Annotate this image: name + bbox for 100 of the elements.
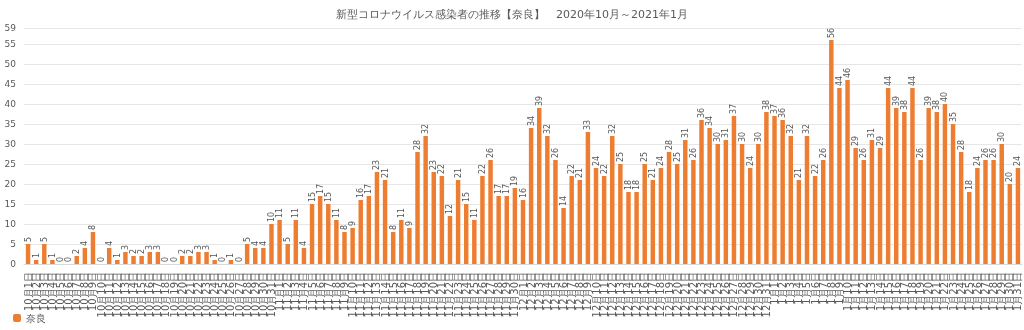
data-label: 5 [283,236,293,242]
bar [42,244,47,264]
bar [723,140,729,264]
bar [885,88,891,264]
data-label: 24 [591,155,601,166]
data-label: 44 [883,75,893,86]
bar [342,232,347,264]
bar [861,160,867,264]
bar [488,160,493,264]
bar [82,248,88,264]
data-label: 8 [388,224,398,230]
data-label: 17 [502,183,512,194]
bar [950,124,956,264]
data-label: 9 [404,220,414,226]
data-label: 5 [39,236,49,242]
bar [512,188,518,264]
bar [585,132,591,264]
bar [244,244,250,264]
bar [764,112,769,264]
bar [123,252,128,264]
data-label: 4 [250,240,260,246]
data-label: 44 [834,75,844,86]
bar [309,204,315,264]
data-label: 4 [104,240,114,246]
data-label: 22 [477,163,487,174]
y-tick-label: 10 [4,219,17,229]
data-label: 0 [96,256,106,262]
data-label: 21 [453,167,463,178]
y-tick-label: 35 [4,119,16,129]
bar [804,136,810,264]
bar [90,232,96,264]
bar [829,40,834,264]
bar [374,172,380,264]
data-label: 15 [307,191,317,202]
bar [317,196,323,264]
y-tick-label: 0 [10,259,17,269]
data-label: 2 [185,248,195,254]
data-label: 2 [177,248,187,254]
data-label: 23 [372,159,382,170]
data-label: 26 [486,147,496,158]
bar [293,220,299,264]
bar [520,200,526,264]
data-label: 39 [534,95,544,106]
data-label: 29 [875,135,885,146]
bar [699,120,704,264]
y-tick-label: 30 [4,139,17,149]
data-label: 24 [745,155,755,166]
bar [50,260,55,264]
data-label: 31 [867,127,877,138]
data-label: 18 [632,179,642,190]
bar [358,200,363,264]
data-label: 15 [323,191,333,202]
y-tick-label: 45 [4,79,16,89]
bar [853,148,858,264]
data-label: 30 [997,131,1007,142]
bar [334,220,339,264]
data-label: 3 [145,244,155,250]
data-label: 33 [583,119,593,130]
bar [447,216,453,264]
data-label: 19 [510,175,520,186]
data-label: 21 [380,167,390,178]
data-label: 4 [258,240,268,246]
data-label: 28 [413,139,423,150]
data-label: 3 [153,244,163,250]
data-label: 18 [623,179,633,190]
data-label: 9 [348,220,358,226]
data-label: 3 [193,244,203,250]
data-label: 36 [697,107,706,118]
bar [650,180,656,264]
data-label: 26 [916,147,926,158]
data-label: 25 [640,151,650,162]
data-label: 56 [826,27,836,38]
bar [569,176,574,264]
data-label: 15 [461,191,471,202]
data-label: 38 [932,99,942,110]
bar [934,112,940,264]
y-tick-label: 15 [4,199,16,209]
data-label: 17 [364,183,374,194]
bar [455,180,461,264]
bar [666,152,672,264]
data-label: 28 [664,139,674,150]
bar [553,160,558,264]
y-tick-label: 5 [10,239,16,249]
data-label: 11 [396,207,406,218]
y-tick-label: 40 [4,99,17,109]
bar [593,168,599,264]
bar [204,252,209,264]
data-label: 0 [169,256,179,262]
data-label: 30 [737,131,747,142]
bar [618,164,623,264]
data-label: 26 [818,147,828,158]
bar [139,256,144,264]
bar [869,140,875,264]
data-label: 38 [899,99,909,110]
data-label: 0 [161,256,171,262]
data-label: 32 [802,123,812,134]
data-label: 26 [550,147,560,158]
data-label: 25 [615,151,625,162]
bar [480,176,485,264]
data-label: 32 [607,123,617,134]
